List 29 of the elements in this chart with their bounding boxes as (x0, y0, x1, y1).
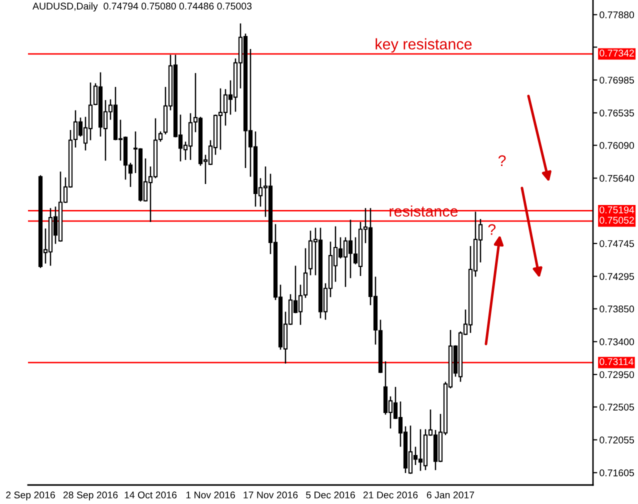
y-tick-label: 0.77880 (600, 11, 634, 18)
y-tick-label: 0.73850 (600, 306, 634, 312)
x-tick-label: 17 Nov 2016 (244, 492, 298, 498)
y-tick-label: 0.76090 (600, 142, 634, 149)
ref-line-label: 0.73114 (600, 358, 634, 366)
x-tick-label: 2 Sep 2016 (6, 492, 55, 500)
x-tick-label: 5 Dec 2016 (306, 492, 355, 498)
annotation: key resistance (376, 38, 472, 53)
ref-line-label: 0.75052 (600, 216, 634, 224)
x-tick-label: 14 Oct 2016 (124, 492, 177, 498)
x-tick-label: 21 Dec 2016 (363, 492, 418, 498)
x-tick-label: 28 Sep 2016 (63, 492, 118, 500)
y-tick-label: 0.71605 (600, 469, 634, 476)
annotation: ? (488, 224, 496, 235)
y-tick-label: 0.73400 (600, 338, 634, 346)
ref-line-label: 0.75194 (600, 206, 634, 214)
y-tick-label: 0.74745 (600, 240, 634, 248)
annotation: ? (498, 155, 506, 166)
x-tick-label: 1 Nov 2016 (186, 492, 235, 498)
y-tick-label: 0.72505 (600, 404, 634, 411)
y-tick-label: 0.76985 (600, 76, 634, 84)
ref-line-label: 0.77342 (600, 50, 634, 57)
x-tick-label: 6 Jan 2017 (426, 492, 474, 498)
y-tick-label: 0.75640 (600, 174, 634, 182)
chart-title: AUDUSD,Daily 0.74794 0.75080 0.74486 0.75003 (32, 2, 252, 12)
y-tick-label: 0.72950 (600, 371, 634, 378)
y-tick-label: 0.76535 (600, 110, 634, 116)
y-tick-label: 0.72055 (600, 436, 634, 444)
y-tick-label: 0.74295 (600, 273, 634, 280)
